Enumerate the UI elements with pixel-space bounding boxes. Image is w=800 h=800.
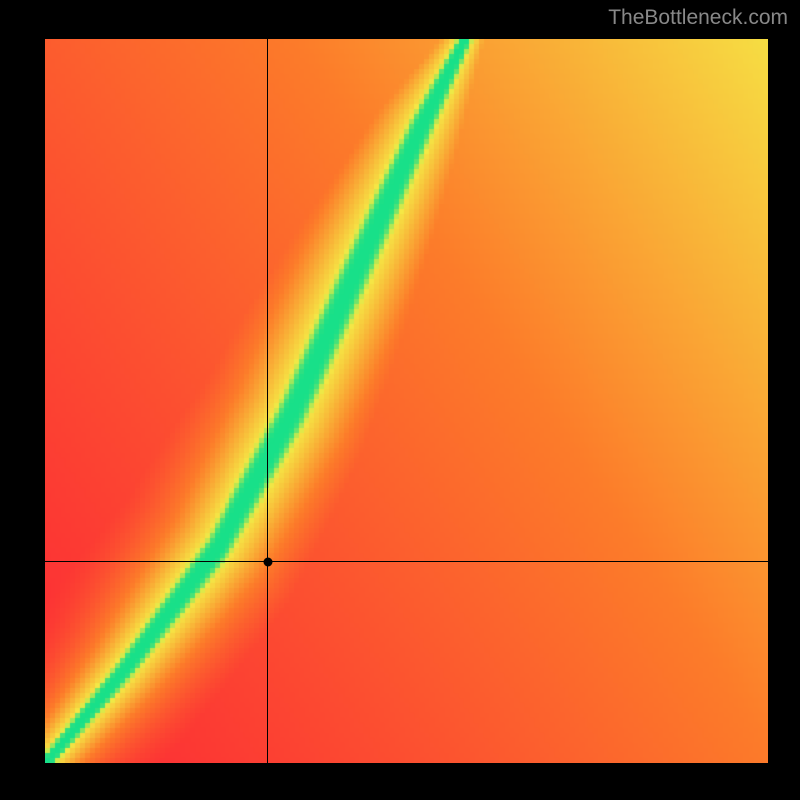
crosshair-vertical xyxy=(267,39,268,763)
watermark-text: TheBottleneck.com xyxy=(608,6,788,30)
heatmap-canvas xyxy=(45,39,768,763)
crosshair-horizontal xyxy=(45,561,768,562)
crosshair-dot xyxy=(263,557,272,566)
